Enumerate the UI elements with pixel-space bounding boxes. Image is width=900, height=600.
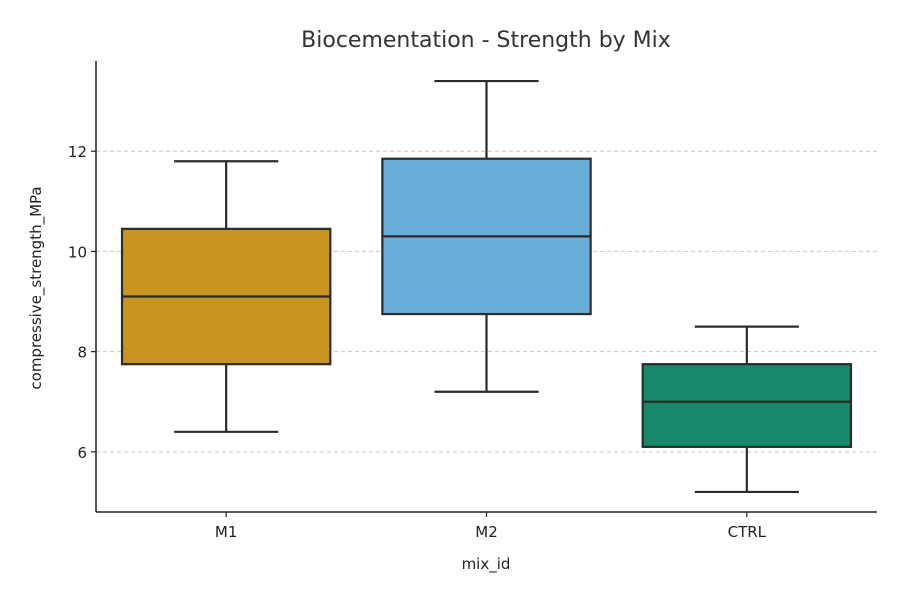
x-axis-label: mix_id xyxy=(462,555,511,574)
y-tick-label: 10 xyxy=(68,243,87,261)
y-tick-label: 6 xyxy=(77,444,87,462)
x-tick-label: M1 xyxy=(215,523,238,541)
y-tick-label: 8 xyxy=(77,344,87,362)
tick-marks: 6 8 10 12 M1 M2 CTRL xyxy=(68,143,767,541)
iqr-box xyxy=(641,363,853,448)
y-axis-label: compressive_strength_MPa xyxy=(27,186,46,389)
box-m2 xyxy=(381,79,592,393)
box-m1 xyxy=(120,160,332,433)
chart-title: Biocementation - Strength by Mix xyxy=(301,28,671,53)
box-plots xyxy=(120,79,853,494)
box-ctrl xyxy=(641,325,853,494)
x-tick-label: M2 xyxy=(475,523,498,541)
y-tick-label: 12 xyxy=(68,143,87,161)
x-tick-label: CTRL xyxy=(728,523,767,541)
